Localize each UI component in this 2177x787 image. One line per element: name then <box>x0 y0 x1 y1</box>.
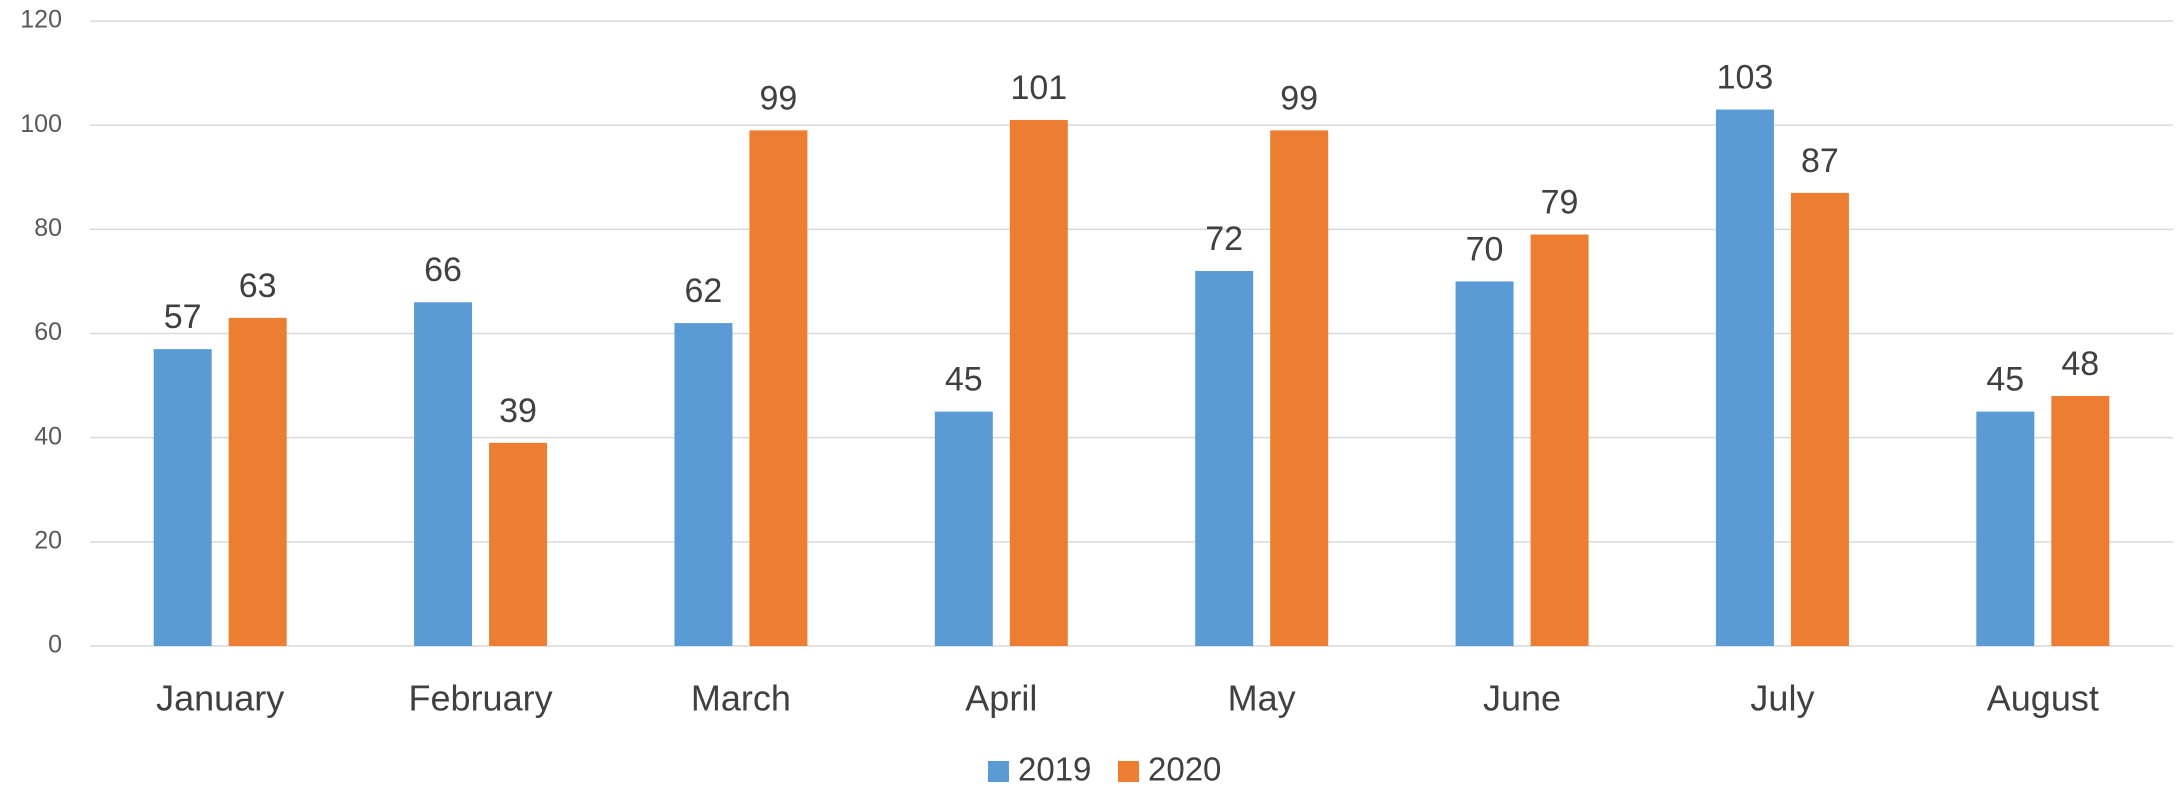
data-label: 39 <box>499 392 537 430</box>
bar <box>489 442 548 646</box>
x-tick-label: March <box>691 678 791 719</box>
x-tick-label: April <box>965 678 1037 719</box>
x-tick-label: January <box>156 678 284 719</box>
data-label: 87 <box>1801 142 1839 180</box>
bar <box>414 302 473 646</box>
bar <box>153 349 212 646</box>
bar <box>934 411 993 646</box>
data-label: 57 <box>164 298 202 336</box>
data-label: 99 <box>760 79 798 117</box>
data-label: 103 <box>1717 59 1774 97</box>
y-tick-label: 0 <box>48 631 62 659</box>
bar <box>749 130 808 646</box>
bar <box>674 323 733 646</box>
x-tick-label: February <box>409 678 553 719</box>
data-label: 101 <box>1010 69 1067 107</box>
y-tick-label: 80 <box>34 214 62 242</box>
x-tick-label: July <box>1750 678 1814 719</box>
data-label: 99 <box>1280 79 1318 117</box>
data-label: 48 <box>2061 345 2099 383</box>
bar <box>1715 109 1774 646</box>
x-tick-label: June <box>1483 678 1561 719</box>
legend-swatch <box>988 761 1009 782</box>
data-label: 79 <box>1541 184 1579 222</box>
data-label: 70 <box>1466 230 1504 268</box>
y-tick-label: 20 <box>34 526 62 554</box>
bar <box>228 317 287 646</box>
data-label: 45 <box>945 361 983 399</box>
bar <box>1455 281 1514 646</box>
data-label: 72 <box>1205 220 1243 258</box>
bar <box>1790 192 1849 646</box>
bar <box>1530 234 1589 646</box>
data-label: 62 <box>685 272 723 310</box>
legend-label: 2019 <box>1018 751 1091 787</box>
x-tick-label: August <box>1987 678 2099 719</box>
bar <box>1270 130 1329 646</box>
bar <box>1976 411 2035 646</box>
y-tick-label: 120 <box>20 6 62 34</box>
y-tick-label: 40 <box>34 422 62 450</box>
legend-swatch <box>1118 761 1139 782</box>
data-label: 63 <box>239 267 277 305</box>
bar <box>1009 119 1068 647</box>
bar <box>2051 396 2110 646</box>
y-tick-label: 60 <box>34 318 62 346</box>
bar <box>1195 271 1254 646</box>
x-tick-label: May <box>1228 678 1296 719</box>
y-tick-label: 100 <box>20 110 62 138</box>
legend-label: 2020 <box>1148 751 1221 787</box>
data-label: 45 <box>1986 361 2024 399</box>
data-label: 66 <box>424 251 462 289</box>
